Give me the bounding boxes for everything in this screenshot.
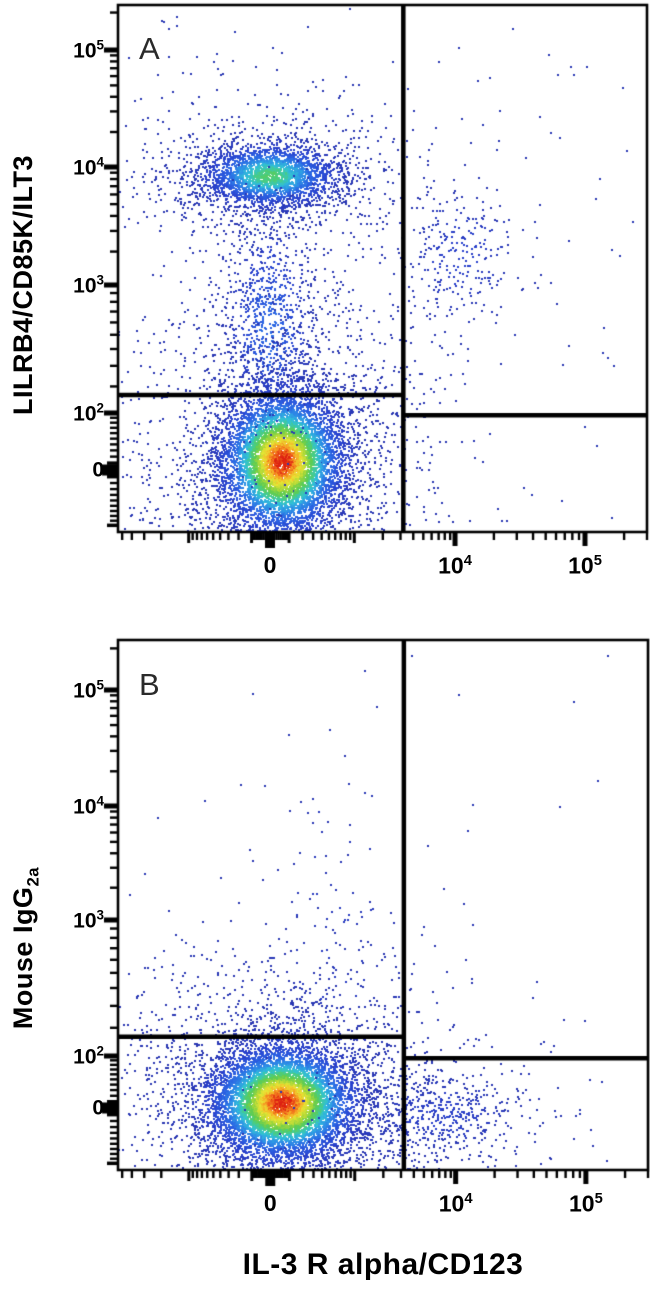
y-tick-label-B-0: 0 (92, 1096, 104, 1120)
panel-b-label: B (139, 667, 160, 702)
y-tick-label-B-10e4: 104 (73, 793, 104, 819)
x-tick-label-B-0: 0 (263, 1190, 277, 1216)
x-axis-title: IL-3 R alpha/CD123 (242, 1248, 524, 1281)
x-tick-label-B-10e4: 104 (438, 1190, 473, 1217)
y-tick-label-A-10e4: 104 (73, 154, 104, 180)
x-tick-label-A-0: 0 (263, 552, 277, 578)
y-tick-label-A-10e3: 103 (73, 272, 104, 298)
y-tick-label-B-10e3: 103 (73, 907, 104, 933)
y-tick-label-A-10e5: 105 (73, 37, 104, 63)
y-tick-label-B-10e5: 105 (73, 677, 104, 703)
x-tick-label-A-10e5: 105 (568, 552, 602, 579)
panel-a-label: A (139, 31, 160, 66)
y-tick-label-A-0: 0 (92, 458, 104, 482)
y-tick-label-A-10e2: 102 (73, 400, 104, 426)
y-axis-title-panel-b: Mouse IgG2a (8, 866, 43, 1029)
y-axis-title-b-subscript: 2a (23, 866, 43, 887)
x-tick-label-B-10e5: 105 (568, 1190, 603, 1217)
y-tick-label-B-10e2: 102 (73, 1043, 104, 1069)
x-tick-label-A-10e4: 104 (438, 552, 472, 579)
